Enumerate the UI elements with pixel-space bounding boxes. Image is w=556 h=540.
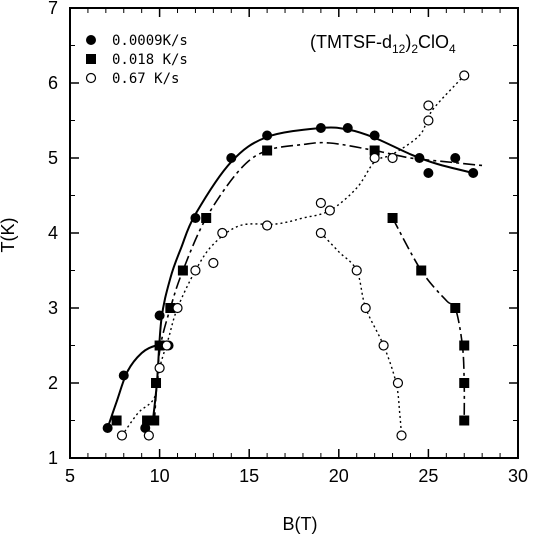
series-markers: [102, 70, 479, 441]
data-point: [369, 152, 380, 164]
data-point: [378, 340, 389, 351]
annotation-part: ): [405, 32, 411, 52]
data-point: [154, 362, 165, 374]
x-tick-label: 20: [329, 466, 349, 486]
y-tick-label: 6: [48, 73, 58, 93]
data-point: [459, 340, 470, 351]
data-point: [190, 265, 201, 276]
data-point: [423, 100, 434, 111]
series-line: [121, 75, 465, 436]
data-point: [143, 430, 154, 441]
series-curves: [106, 75, 483, 436]
data-point: [154, 340, 165, 351]
data-point: [165, 303, 176, 313]
data-point: [177, 265, 188, 276]
legend-label: 0.018 K/s: [112, 52, 188, 68]
data-point: [315, 197, 326, 209]
data-point: [118, 370, 129, 381]
data-point: [387, 152, 398, 164]
data-point: [161, 340, 172, 351]
annotation-sub: 12: [392, 42, 406, 56]
data-point: [459, 378, 470, 388]
x-tick-label: 5: [65, 466, 75, 486]
data-point: [450, 303, 461, 313]
data-point: [423, 168, 434, 178]
data-point: [450, 153, 461, 163]
annotation-part: ClO: [418, 32, 449, 52]
data-point: [369, 130, 380, 141]
series-line: [320, 232, 403, 436]
annotation-sub: 2: [411, 42, 418, 56]
data-point: [149, 415, 160, 426]
data-point: [226, 153, 237, 163]
data-point: [392, 377, 404, 389]
data-point: [190, 213, 201, 223]
data-point: [208, 257, 219, 269]
data-point: [262, 145, 273, 156]
data-point: [342, 123, 353, 133]
data-point: [351, 265, 362, 276]
y-tick-label: 3: [48, 298, 58, 318]
data-point: [324, 205, 335, 216]
y-tick-label: 2: [48, 373, 58, 393]
data-point: [459, 415, 470, 426]
x-axis-label: B(T): [283, 514, 318, 534]
y-tick-label: 1: [48, 448, 58, 468]
y-tick-label: 4: [48, 223, 58, 243]
x-tick-label: 10: [150, 466, 170, 486]
data-point: [423, 115, 434, 126]
legend-marker: [86, 35, 96, 45]
data-point: [414, 153, 425, 163]
data-point: [217, 227, 228, 239]
data-point: [315, 123, 326, 133]
data-point: [360, 302, 371, 314]
data-point: [396, 430, 407, 441]
data-point: [154, 310, 165, 321]
legend-marker: [86, 54, 96, 64]
series-line: [153, 141, 483, 425]
data-point: [111, 415, 122, 426]
legend-label: 0.0009K/s: [112, 33, 188, 49]
data-point: [315, 227, 326, 239]
data-point: [262, 130, 273, 141]
data-point: [102, 423, 113, 433]
annotation-part: (TMTSF-d: [310, 32, 392, 52]
annotation-sub: 4: [449, 42, 456, 56]
x-tick-label: 30: [508, 466, 528, 486]
data-point: [151, 378, 162, 388]
legend: 0.0009K/s 0.018 K/s 0.67 K/s: [85, 33, 188, 87]
x-tick-label: 25: [418, 466, 438, 486]
y-tick-label: 5: [48, 148, 58, 168]
x-tick-label: 15: [239, 466, 259, 486]
data-point: [201, 213, 212, 223]
data-point: [116, 430, 128, 441]
data-point: [387, 213, 398, 223]
series-line: [391, 217, 466, 421]
data-point: [459, 70, 470, 81]
legend-label: 0.67 K/s: [112, 71, 179, 87]
data-point: [369, 145, 380, 156]
data-point: [172, 302, 183, 314]
y-tick-label: 7: [48, 0, 58, 18]
data-point: [262, 220, 273, 231]
y-axis-label: T(K): [0, 218, 18, 253]
data-point: [142, 415, 153, 426]
data-point: [416, 265, 427, 276]
compound-annotation: (TMTSF-d12)2ClO4: [310, 32, 456, 56]
data-point: [468, 168, 479, 178]
legend-marker: [85, 72, 97, 84]
